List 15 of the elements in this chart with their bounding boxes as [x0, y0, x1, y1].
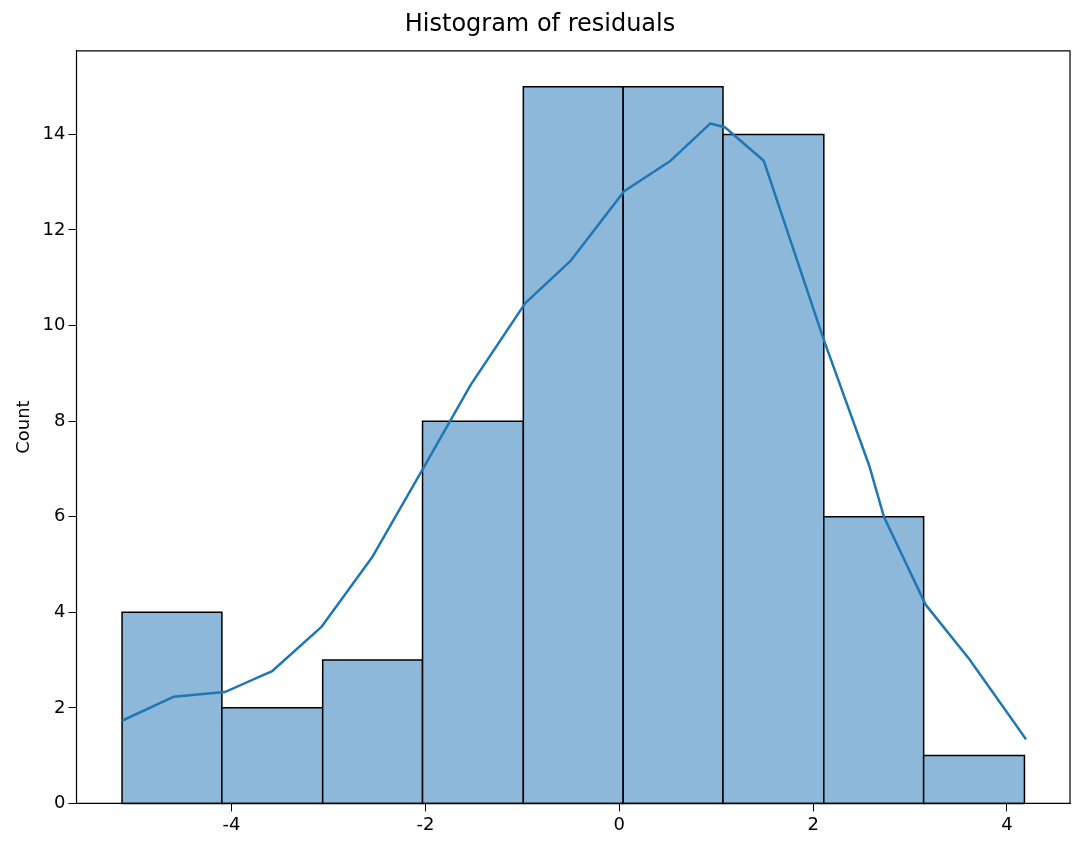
y-tick-label: 12: [42, 217, 66, 239]
y-tick-label: 14: [42, 122, 66, 144]
y-tick-label: 0: [54, 791, 66, 813]
x-tick-label: 4: [1001, 812, 1013, 834]
y-tick-label: 2: [54, 695, 66, 717]
chart-title: Histogram of residuals: [404, 8, 676, 37]
y-tick-label: 8: [54, 408, 66, 430]
x-tick-label: -4: [222, 812, 241, 834]
y-tick-label: 6: [54, 504, 66, 526]
x-tick-label: -2: [416, 812, 435, 834]
x-tick-label: 0: [613, 812, 626, 834]
y-tick-label: 10: [42, 313, 66, 335]
y-axis-title: Count: [12, 400, 34, 454]
y-tick-label: 4: [54, 599, 66, 621]
x-tick-label: 2: [807, 812, 819, 834]
